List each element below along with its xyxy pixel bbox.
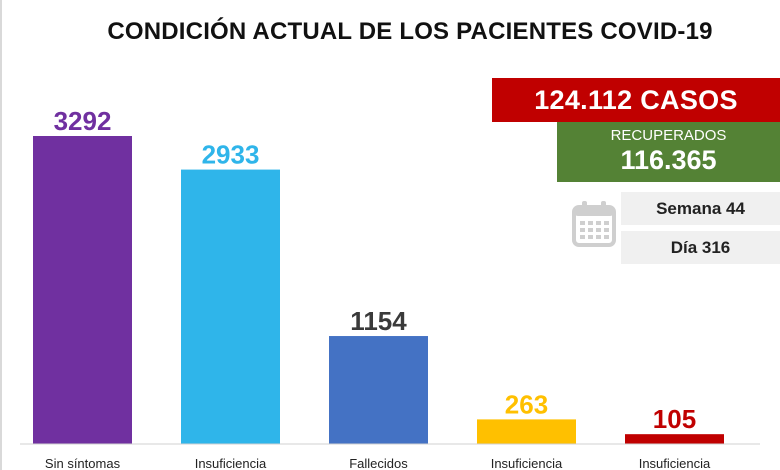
day-box: Día 316 <box>621 231 780 264</box>
calendar-icon <box>571 200 617 253</box>
bar <box>625 434 724 444</box>
recovered-box: RECUPERADOS 116.365 <box>557 122 780 182</box>
recovered-label: RECUPERADOS <box>610 127 727 144</box>
total-cases-banner: 124.112 CASOS <box>492 78 780 122</box>
category-label: Insuficiencia <box>195 456 267 470</box>
bar <box>477 419 576 444</box>
category-label: Sin síntomas <box>45 456 121 470</box>
bar-value-label: 263 <box>505 389 548 419</box>
bar <box>33 136 132 444</box>
bar <box>181 169 280 445</box>
bar-value-label: 2933 <box>202 140 260 170</box>
bar-value-label: 1154 <box>350 306 407 336</box>
category-label: Insuficiencia <box>639 456 711 470</box>
bar-value-label: 105 <box>653 404 696 434</box>
category-label: Insuficiencia <box>491 456 563 470</box>
chart-title: CONDICIÓN ACTUAL DE LOS PACIENTES COVID-… <box>107 18 713 45</box>
category-label: Fallecidos <box>349 456 408 470</box>
recovered-value: 116.365 <box>620 145 717 175</box>
bar <box>329 336 428 444</box>
left-edge-divider <box>0 0 2 470</box>
bar-value-label: 3292 <box>54 106 112 136</box>
week-box: Semana 44 <box>621 192 780 225</box>
